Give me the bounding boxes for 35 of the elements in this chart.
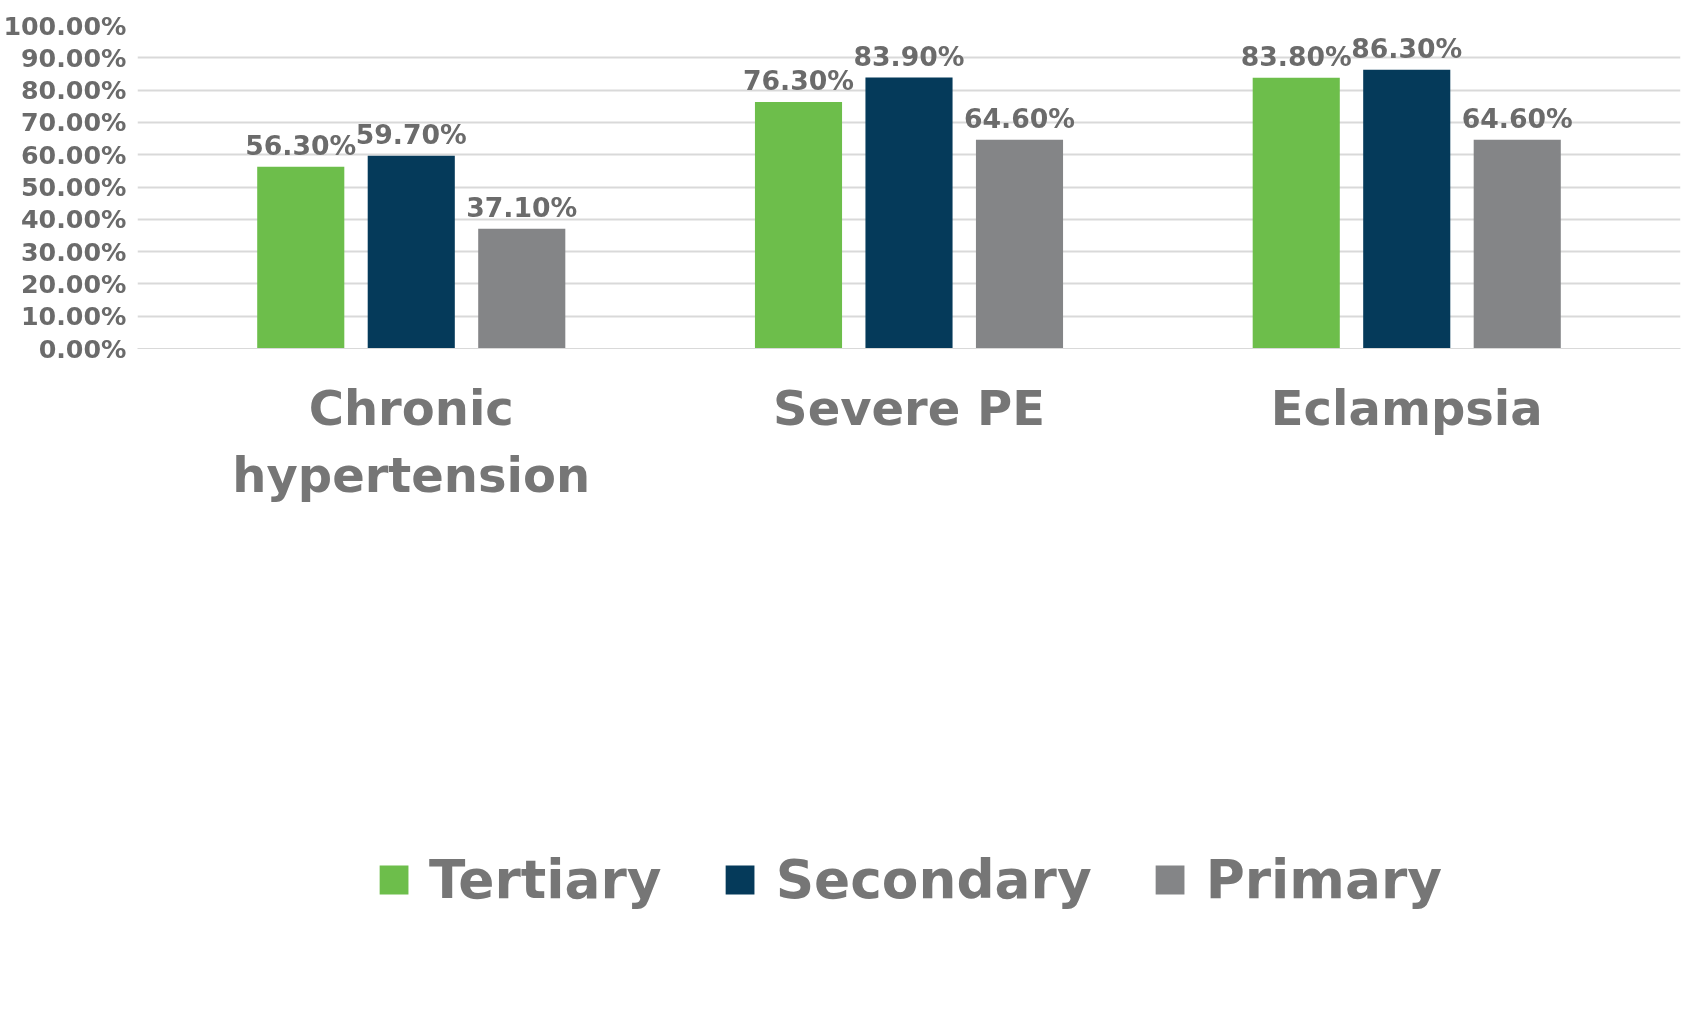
x-tick-label: Chronic hypertension [232, 379, 591, 503]
x-tick-label: Severe PE [773, 379, 1045, 436]
legend-label: Tertiary [429, 847, 662, 911]
data-label: 83.90% [853, 40, 965, 72]
bar [1363, 69, 1451, 349]
legend-label: Secondary [775, 847, 1092, 911]
y-tick-label: 80.00% [21, 75, 127, 106]
data-label: 64.60% [1461, 102, 1573, 134]
y-tick-label: 100.00% [3, 10, 127, 41]
bar [1252, 77, 1340, 349]
data-label: 37.10% [466, 191, 578, 223]
y-tick-label: 70.00% [21, 107, 127, 138]
legend-label: Primary [1205, 847, 1442, 911]
data-label: 76.30% [742, 65, 855, 97]
data-label: 64.60% [963, 102, 1076, 134]
bar [1473, 139, 1561, 349]
bar [367, 155, 455, 349]
bar [865, 77, 953, 349]
y-tick-label: 40.00% [21, 204, 127, 235]
y-tick-label: 0.00% [38, 333, 127, 364]
data-label: 59.70% [355, 118, 467, 150]
bar [478, 228, 566, 349]
y-tick-label: 20.00% [21, 268, 127, 299]
y-tick-label: 30.00% [21, 236, 127, 267]
data-label: 83.80% [1240, 40, 1352, 72]
y-tick-label: 60.00% [21, 139, 127, 170]
data-label: 56.30% [245, 129, 357, 161]
bar [754, 102, 843, 349]
bar [257, 166, 345, 349]
y-tick-label: 50.00% [21, 172, 127, 202]
y-tick-label: 10.00% [21, 301, 127, 332]
data-label: 86.30% [1351, 32, 1463, 64]
y-tick-label: 90.00% [21, 42, 127, 73]
bar [975, 139, 1064, 349]
x-tick-label: Eclampsia [1270, 379, 1543, 436]
